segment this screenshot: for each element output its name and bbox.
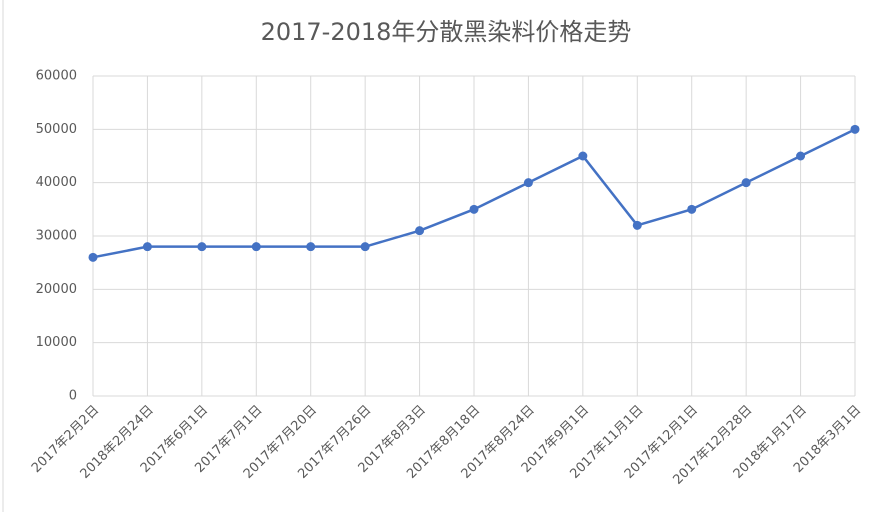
y-tick-label: 0 <box>69 389 77 404</box>
data-point <box>632 220 642 230</box>
data-point <box>850 124 860 134</box>
data-point <box>469 204 479 214</box>
data-point <box>251 242 261 252</box>
data-point <box>687 204 697 214</box>
chart-title: 2017-2018年分散黑染料价格走势 <box>261 18 632 46</box>
data-point <box>88 252 98 262</box>
data-point <box>523 178 533 188</box>
data-point <box>796 151 806 161</box>
y-tick-label: 40000 <box>36 175 77 190</box>
data-point <box>306 242 316 252</box>
y-tick-label: 60000 <box>36 69 77 84</box>
data-point <box>741 178 751 188</box>
data-point <box>197 242 207 252</box>
y-tick-label: 50000 <box>36 122 77 137</box>
data-point <box>578 151 588 161</box>
data-point <box>360 242 370 252</box>
y-tick-label: 30000 <box>36 229 77 244</box>
data-point <box>142 242 152 252</box>
y-tick-label: 20000 <box>36 282 77 297</box>
y-tick-label: 10000 <box>36 335 77 350</box>
data-point <box>415 226 425 236</box>
